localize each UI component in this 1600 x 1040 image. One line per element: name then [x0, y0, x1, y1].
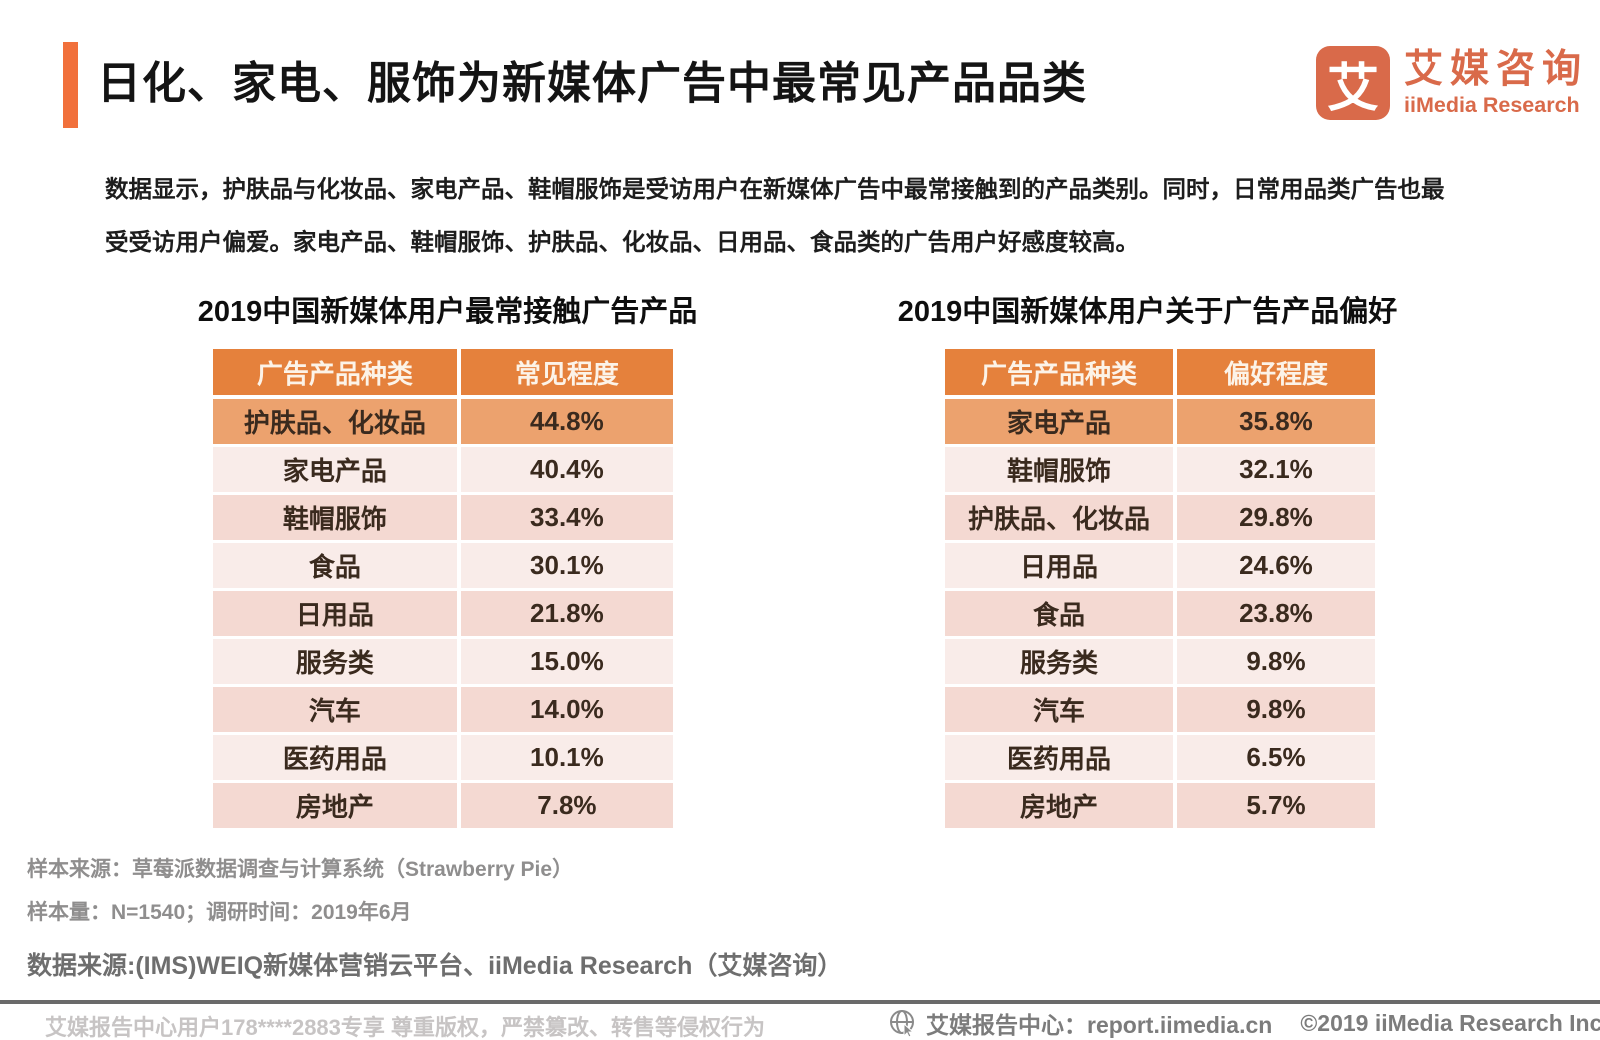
table-row: 食品 23.8% — [945, 591, 1375, 636]
table-header-row: 广告产品种类 偏好程度 — [945, 349, 1375, 395]
table-row: 日用品 21.8% — [213, 591, 673, 636]
footer-watermark: 艾媒报告中心用户178****2883专享 尊重版权，严禁篡改、转售等侵权行为 — [45, 1015, 766, 1040]
table-row: 护肤品、化妆品 44.8% — [213, 399, 673, 444]
category-cell: 鞋帽服饰 — [213, 495, 457, 540]
value-cell: 33.4% — [460, 495, 673, 540]
category-cell: 家电产品 — [213, 447, 457, 492]
globe-cursor-icon — [888, 1008, 918, 1038]
category-cell: 日用品 — [213, 591, 457, 636]
footer-report-center: 艾媒报告中心：report.iimedia.cn — [926, 1012, 1273, 1038]
table-row: 护肤品、化妆品 29.8% — [945, 495, 1375, 540]
logo-name-cn: 艾媒咨询 — [1404, 48, 1589, 91]
column-header: 广告产品种类 — [213, 349, 457, 395]
category-cell: 医药用品 — [213, 735, 457, 780]
footnote-sample-source: 样本来源：草莓派数据调查与计算系统（Strawberry Pie） — [27, 858, 574, 881]
column-header: 偏好程度 — [1176, 349, 1375, 395]
table-row: 日用品 24.6% — [945, 543, 1375, 588]
value-cell: 21.8% — [460, 591, 673, 636]
category-cell: 食品 — [945, 591, 1173, 636]
value-cell: 40.4% — [460, 447, 673, 492]
intro-paragraph: 数据显示，护肤品与化妆品、家电产品、鞋帽服饰是受访用户在新媒体广告中最常接触到的… — [105, 176, 1445, 255]
value-cell: 24.6% — [1176, 543, 1375, 588]
column-header: 广告产品种类 — [945, 349, 1173, 395]
page-title: 日化、家电、服饰为新媒体广告中最常见产品品类 — [97, 59, 1087, 108]
category-cell: 汽车 — [213, 687, 457, 732]
value-cell: 44.8% — [460, 399, 673, 444]
category-cell: 家电产品 — [945, 399, 1173, 444]
title-accent-bar — [63, 42, 78, 128]
value-cell: 5.7% — [1176, 783, 1375, 828]
table-row: 鞋帽服饰 33.4% — [213, 495, 673, 540]
table-row: 医药用品 10.1% — [213, 735, 673, 780]
table-row: 食品 30.1% — [213, 543, 673, 588]
table-row: 家电产品 35.8% — [945, 399, 1375, 444]
table-row: 服务类 15.0% — [213, 639, 673, 684]
table-row: 汽车 9.8% — [945, 687, 1375, 732]
category-cell: 护肤品、化妆品 — [945, 495, 1173, 540]
iimedia-logo-icon: 艾 — [1316, 46, 1390, 120]
table-row: 汽车 14.0% — [213, 687, 673, 732]
logo-text: 艾媒咨询 iiMedia Research — [1404, 48, 1588, 118]
value-cell: 6.5% — [1176, 735, 1375, 780]
column-header: 常见程度 — [460, 349, 673, 395]
value-cell: 15.0% — [460, 639, 673, 684]
value-cell: 9.8% — [1176, 687, 1375, 732]
value-cell: 10.1% — [460, 735, 673, 780]
footer-divider — [0, 1000, 1600, 1004]
category-cell: 服务类 — [945, 639, 1173, 684]
right-table-title: 2019中国新媒体用户关于广告产品偏好 — [897, 296, 1398, 328]
value-cell: 32.1% — [1176, 447, 1375, 492]
category-cell: 服务类 — [213, 639, 457, 684]
category-cell: 鞋帽服饰 — [945, 447, 1173, 492]
right-data-table: 广告产品种类 偏好程度 家电产品 35.8% 鞋帽服饰 32.1% 护肤品、化妆… — [945, 349, 1375, 831]
category-cell: 房地产 — [213, 783, 457, 828]
category-cell: 护肤品、化妆品 — [213, 399, 457, 444]
value-cell: 7.8% — [460, 783, 673, 828]
logo-name-en: iiMedia Research — [1404, 93, 1580, 117]
footnote-sample-info: 样本量：N=1540；调研时间：2019年6月 — [27, 901, 412, 924]
table-row: 房地产 5.7% — [945, 783, 1375, 828]
table-row: 医药用品 6.5% — [945, 735, 1375, 780]
value-cell: 29.8% — [1176, 495, 1375, 540]
iimedia-logo: 艾 艾媒咨询 iiMedia Research — [1316, 46, 1588, 120]
category-cell: 日用品 — [945, 543, 1173, 588]
table-row: 家电产品 40.4% — [213, 447, 673, 492]
table-row: 房地产 7.8% — [213, 783, 673, 828]
left-table-title: 2019中国新媒体用户最常接触广告产品 — [197, 296, 698, 328]
value-cell: 14.0% — [460, 687, 673, 732]
footnote-data-source: 数据来源:(IMS)WEIQ新媒体营销云平台、iiMedia Research（… — [27, 952, 843, 980]
value-cell: 23.8% — [1176, 591, 1375, 636]
left-data-table: 广告产品种类 常见程度 护肤品、化妆品 44.8% 家电产品 40.4% 鞋帽服… — [213, 349, 673, 831]
table-row: 服务类 9.8% — [945, 639, 1375, 684]
value-cell: 35.8% — [1176, 399, 1375, 444]
category-cell: 汽车 — [945, 687, 1173, 732]
category-cell: 食品 — [213, 543, 457, 588]
category-cell: 房地产 — [945, 783, 1173, 828]
category-cell: 医药用品 — [945, 735, 1173, 780]
value-cell: 9.8% — [1176, 639, 1375, 684]
footer-copyright: ©2019 iiMedia Research Inc — [1300, 1009, 1600, 1036]
footer-info: 艾媒报告中心：report.iimedia.cn ©2019 iiMedia R… — [888, 1006, 1600, 1040]
table-row: 鞋帽服饰 32.1% — [945, 447, 1375, 492]
table-header-row: 广告产品种类 常见程度 — [213, 349, 673, 395]
value-cell: 30.1% — [460, 543, 673, 588]
